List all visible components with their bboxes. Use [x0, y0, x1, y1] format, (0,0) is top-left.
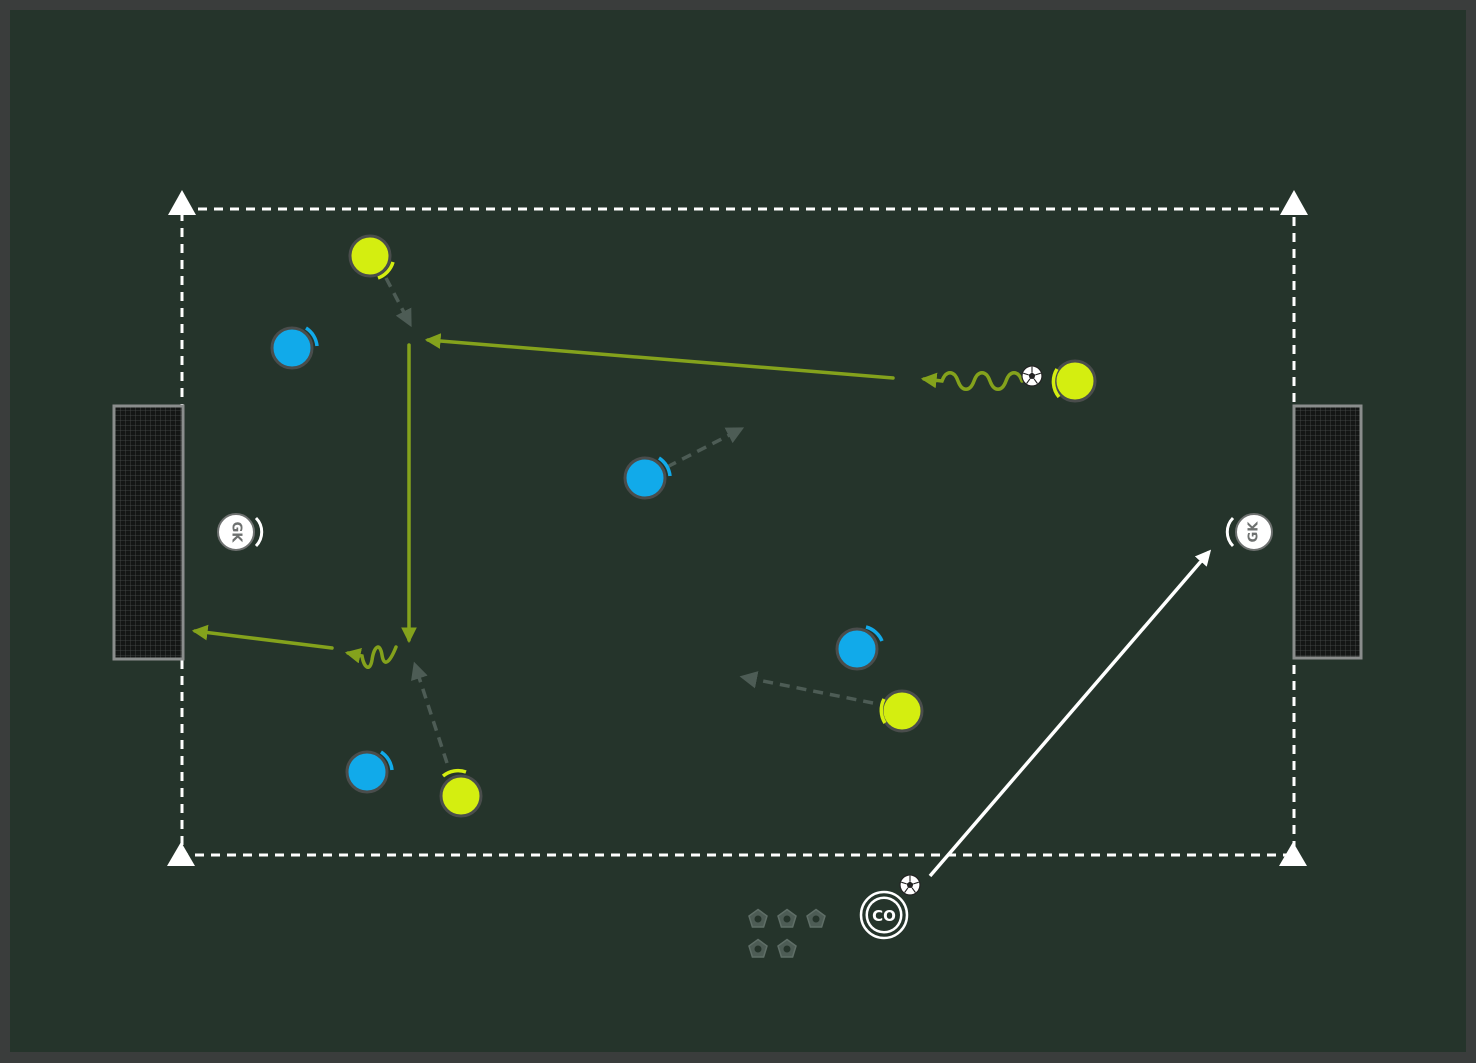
- coach-label: CO: [872, 907, 896, 925]
- movement-arrow-4: [739, 671, 874, 705]
- goal-left: [112, 404, 185, 661]
- cone-bottom-left: [167, 842, 195, 866]
- soccer-ball-icon: [1021, 365, 1043, 387]
- yellow-player-2[interactable]: [879, 689, 924, 733]
- blue-player-1[interactable]: [270, 326, 319, 370]
- yellow-player-1[interactable]: [348, 234, 395, 280]
- dribble-arrow-left: [344, 645, 398, 669]
- goalkeeper-left-label: GK: [229, 522, 244, 544]
- movement-arrow-3: [411, 661, 449, 764]
- goalkeeper-left[interactable]: GK: [217, 513, 264, 551]
- blue-player-2[interactable]: [623, 456, 672, 500]
- blue-player-4[interactable]: [345, 750, 394, 794]
- yellow-player-ball-carrier[interactable]: [1051, 359, 1097, 403]
- pass-arrow-top: [424, 333, 895, 380]
- movement-arrows: [384, 277, 874, 764]
- goalkeeper-right[interactable]: GK: [1225, 513, 1273, 551]
- cone-top-right: [1280, 190, 1308, 215]
- cone-top-left: [168, 190, 196, 215]
- coach-pass-arrow: [928, 549, 1212, 878]
- goalkeeper-right-label: GK: [1247, 521, 1262, 543]
- cone-bottom-right: [1279, 842, 1307, 866]
- pass-arrows: [191, 333, 1024, 669]
- movement-arrow-1: [384, 277, 412, 328]
- movement-arrow-2: [666, 427, 745, 469]
- blue-player-3[interactable]: [835, 625, 884, 671]
- shot-arrow-left: [191, 624, 334, 650]
- coach[interactable]: CO: [859, 890, 909, 940]
- goal-right: [1292, 404, 1363, 660]
- dribble-arrow-right: [920, 371, 1024, 391]
- yellow-player-3[interactable]: [439, 768, 483, 818]
- soccer-ball-icon: [899, 874, 921, 896]
